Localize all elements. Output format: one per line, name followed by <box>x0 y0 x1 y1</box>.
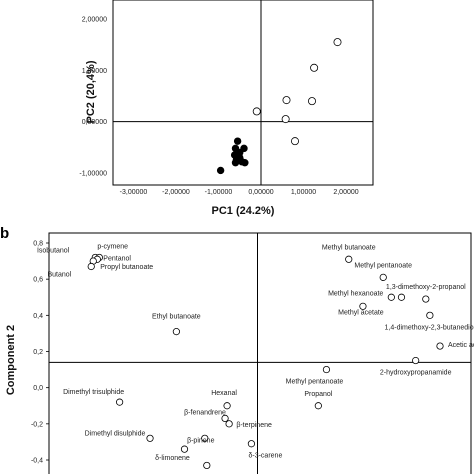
panel-b-y-tick-label: -0,4 <box>31 458 43 465</box>
panel-b-point <box>359 302 367 310</box>
panel-a-open-point <box>307 97 316 106</box>
panel-b-point-label: δ-limonene <box>155 455 190 462</box>
panel-a-x-axis-title: PC1 (24.2%) <box>212 205 275 217</box>
panel-b-point-label: β-terpinene <box>236 422 272 429</box>
panel-b-point-label: δ-3-carene <box>248 453 282 460</box>
panel-b-point-label: Butanol <box>47 272 71 279</box>
panel-a-open-point <box>310 63 319 72</box>
panel-b-point-label: Acetic acid <box>448 342 474 349</box>
panel-b-point <box>221 414 229 423</box>
panel-b-point-label: Hexanal <box>211 390 237 397</box>
panel-b-letter: b <box>0 225 9 242</box>
panel-a-open-point <box>333 38 342 47</box>
panel-a-open-point <box>282 96 291 105</box>
panel-b-point <box>387 293 395 301</box>
panel-b-y-tick-label: 0,2 <box>33 349 43 356</box>
panel-b-point <box>203 461 211 470</box>
panel-b-point <box>412 356 420 365</box>
panel-a-open-point <box>290 137 299 146</box>
panel-b-point <box>314 402 322 410</box>
panel-a-filled-point <box>216 166 225 175</box>
panel-b-point <box>87 262 95 271</box>
panel-a-filled-point <box>233 137 242 145</box>
panel-a-filled-point <box>236 148 244 157</box>
panel-b-plot-frame <box>48 232 472 474</box>
panel-a-x-tick-label: 0,00000 <box>248 189 273 196</box>
panel-b-y-tick-label: -0,2 <box>31 421 43 428</box>
panel-a-y-axis-title: PC2 (20,4%) <box>85 60 97 123</box>
panel-a-y-tick-label: 0,00000 <box>82 119 107 126</box>
panel-a-x-tick-label: -3,00000 <box>120 189 148 196</box>
panel-b-y-tick-label: 0,8 <box>33 241 43 248</box>
panel-b-point <box>180 445 189 453</box>
panel-b-point <box>426 311 434 319</box>
panel-a-y-tick-labels: -1,00000 0,00000 1,00000 2,00000 <box>79 17 107 178</box>
panel-b-point-label: Dimethyl trisulphide <box>63 389 124 396</box>
panel-b-point-label: β-pinene <box>187 437 214 444</box>
panel-b-point <box>322 365 331 374</box>
panel-b-point-label: 2-hydroxypropanamide <box>380 370 452 377</box>
panel-b-y-tick-label: 0,6 <box>33 277 43 284</box>
panel-b-point <box>345 255 353 263</box>
panel-a-points <box>216 38 342 175</box>
panel-a-x-tick-label: -1,00000 <box>205 189 233 196</box>
panel-a-filled-point <box>231 159 240 167</box>
panel-b-point <box>146 434 154 442</box>
panel-b-point <box>116 398 124 406</box>
panel-a-y-tick-label: 1,00000 <box>82 68 107 75</box>
panel-a-x-tick-label: 2,00000 <box>333 189 358 196</box>
panel-b-point-label: p-cymene <box>97 243 128 250</box>
panel-a-y-tick-label: 2,00000 <box>82 17 107 24</box>
panel-a-y-tick-label: -1,00000 <box>79 171 107 178</box>
panel-b-y-tick-label: 0,0 <box>33 385 43 392</box>
panel-b-point <box>223 402 231 410</box>
panel-b-point <box>201 434 209 442</box>
panel-b-point-label: Propanol <box>304 391 332 398</box>
panel-b-point-label: Methyl pentanoate <box>354 262 412 269</box>
panel-a-x-tick-label: 1,00000 <box>291 189 316 196</box>
panel-b-point-label: β-fenandrene <box>184 409 226 416</box>
panel-a-x-tick-labels: -3,00000 -2,00000 -1,00000 0,00000 1,00000 2,… <box>120 189 359 196</box>
panel-a-filled-point <box>241 159 249 167</box>
panel-b-point-label: 1,4-dimethoxy-2,3-butanediol <box>385 324 474 331</box>
panel-a-plot-frame <box>112 0 374 186</box>
panel-b-point-label: Propyl butanoate <box>100 264 153 271</box>
panel-b-point <box>422 295 430 303</box>
panel-b-point-label: Methyl hexanoate <box>328 290 383 297</box>
panel-a-open-point <box>252 107 261 116</box>
panel-b-point-label: Ethyl butanoate <box>152 314 201 321</box>
panel-b-point-label: Methyl butanoate <box>322 244 376 251</box>
panel-b-y-tick-labels: -0,4 -0,2 0,0 0,2 0,4 0,6 0,8 <box>31 241 49 465</box>
panel-b-point <box>225 420 233 428</box>
panel-b-point-label: Dimethyl disulphide <box>85 430 146 437</box>
panel-b-y-axis-title: Component 2 <box>5 325 17 395</box>
panel-a-pca-scatter: -3,00000 -2,00000 -1,00000 0,00000 1,00000 2,… <box>79 0 374 217</box>
panel-b-point-label: Methyl pentanoate <box>286 379 344 386</box>
panel-b-point <box>379 273 387 281</box>
panel-b-point <box>436 342 444 350</box>
panel-a-x-tick-label: -2,00000 <box>162 189 190 196</box>
panel-b-point <box>172 328 180 336</box>
panel-b-point-label: Methyl acetate <box>338 309 384 316</box>
panel-b-point <box>247 440 256 448</box>
panel-b-point-label: 1,3-dimethoxy-2-propanol <box>386 284 466 291</box>
panel-b-point-label: Isobutanol <box>37 247 70 254</box>
panel-b-loadings-scatter: b -0,4 -0,2 0,0 0,2 0,4 0,6 0,8 Isobutanol p-cy… <box>0 225 474 474</box>
panel-b-points: Isobutanol p-cymene Pentanol Propyl butanoa… <box>37 243 474 470</box>
panel-b-point-label: Pentanol <box>103 255 131 262</box>
panel-b-y-tick-label: 0,4 <box>33 313 43 320</box>
panel-a-open-point <box>281 115 290 124</box>
panel-b-point <box>397 293 406 301</box>
